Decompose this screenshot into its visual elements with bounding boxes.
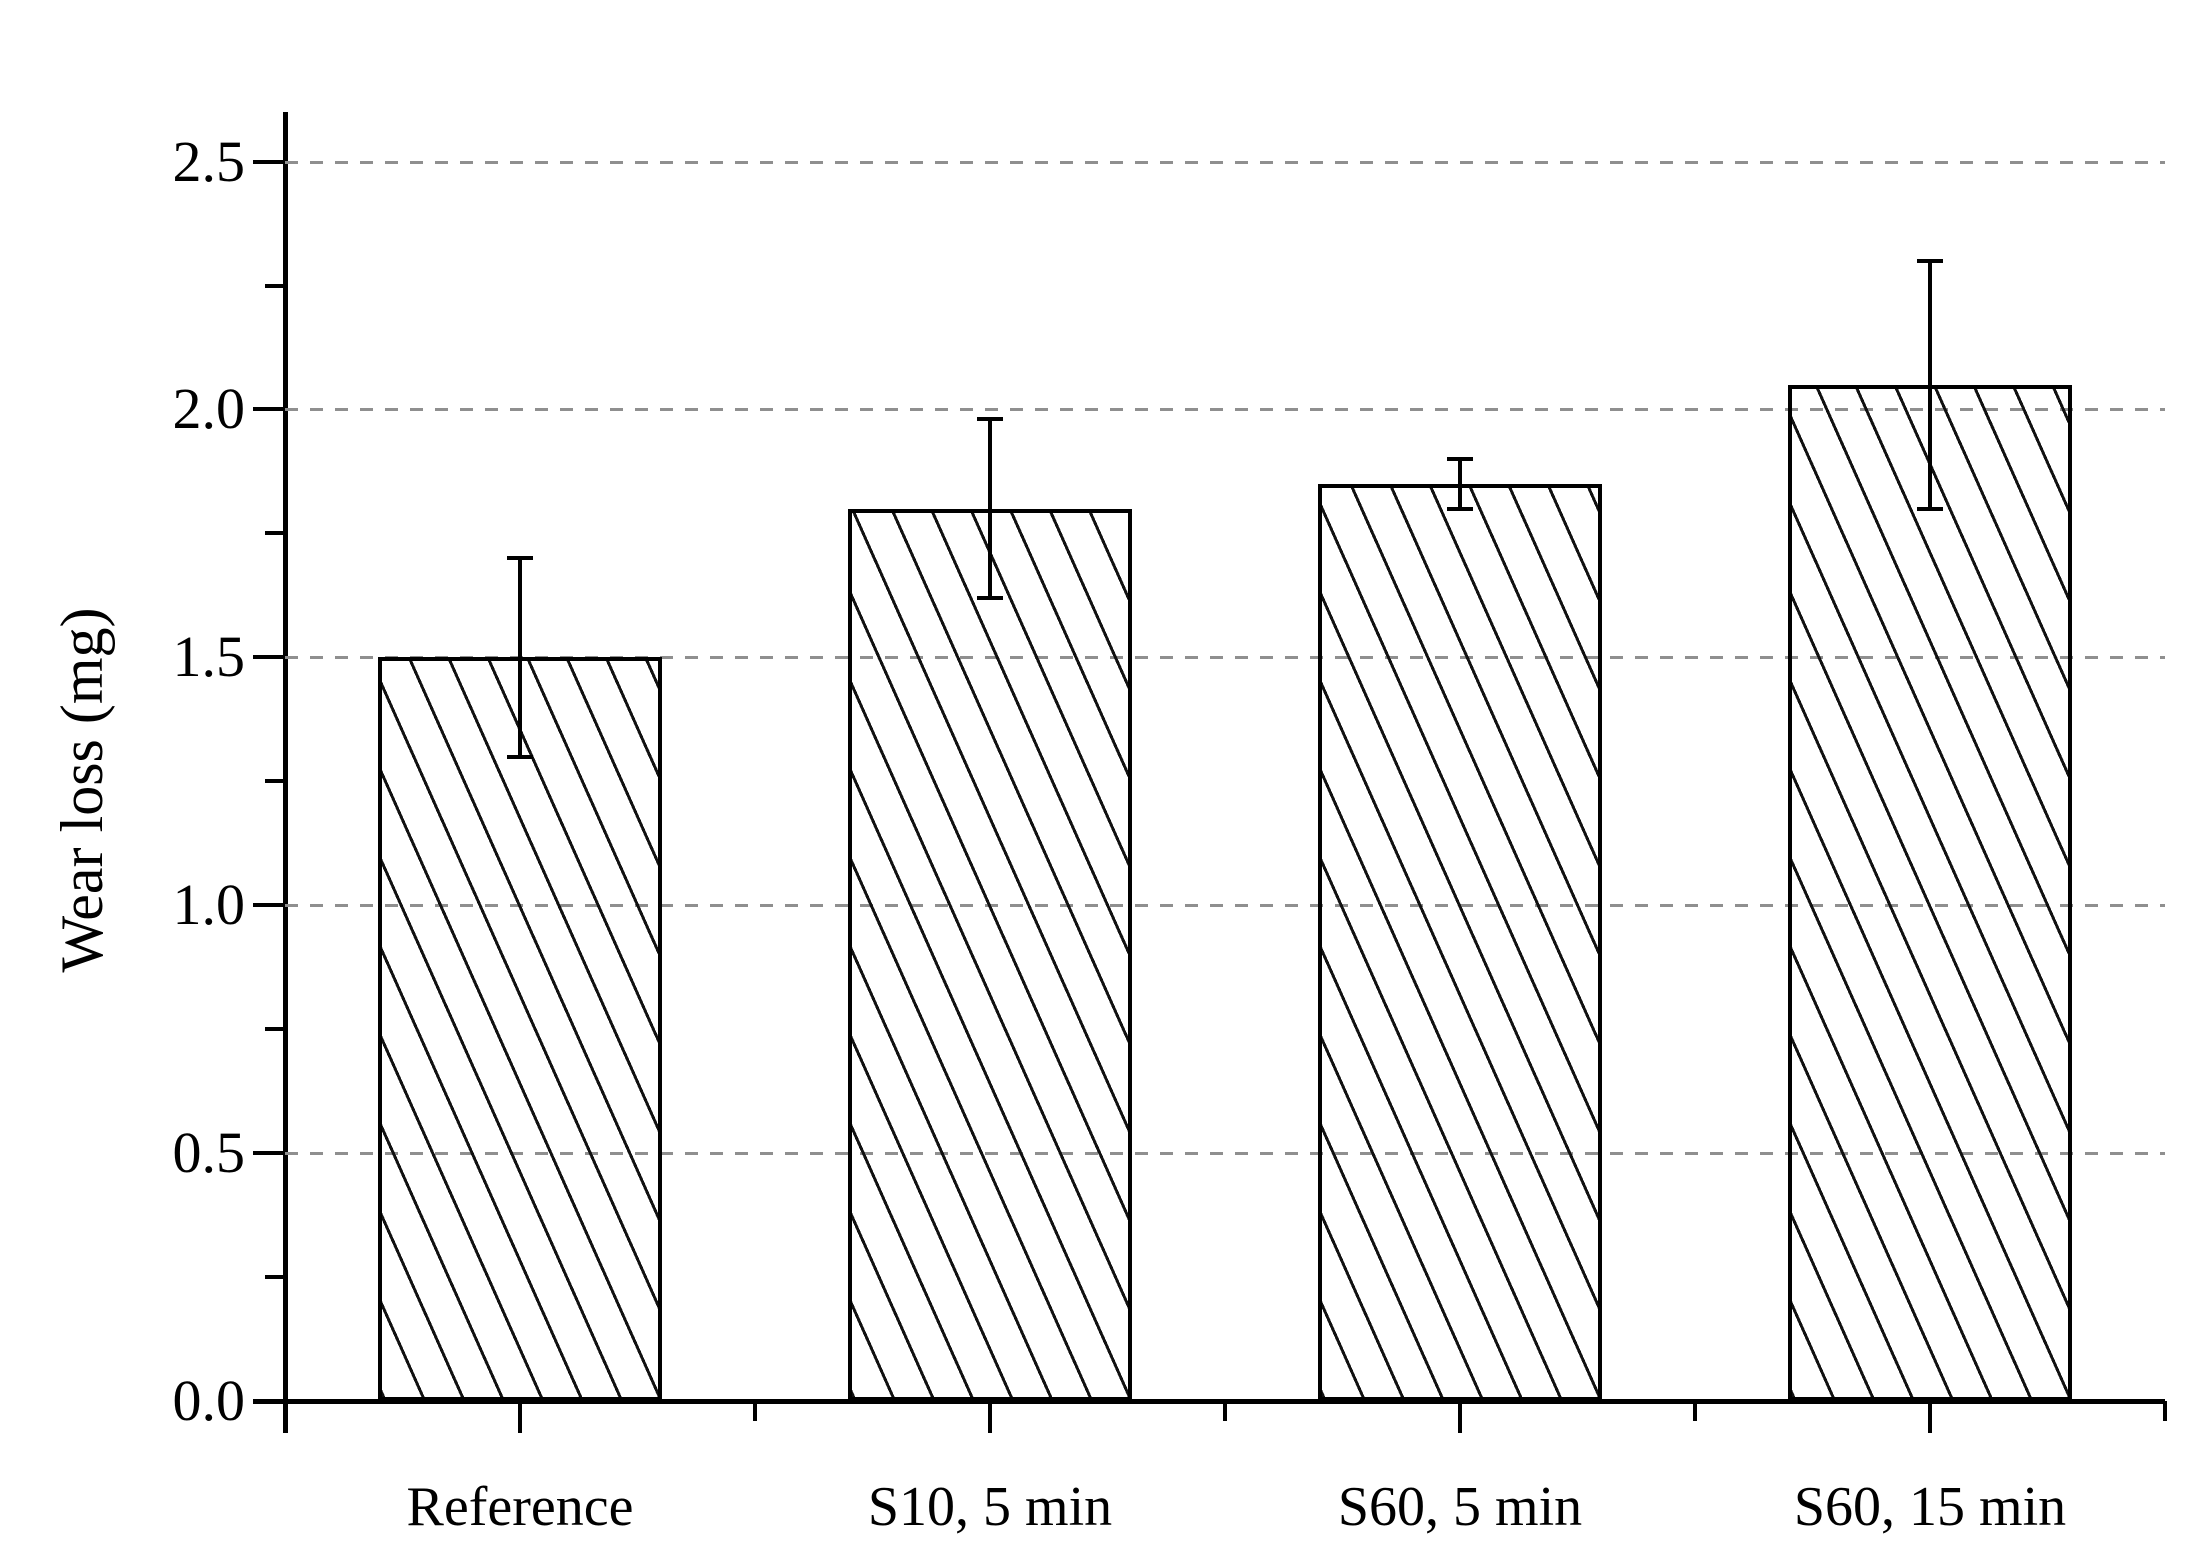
y-axis-line: [283, 112, 288, 1433]
error-bar-line-2: [988, 419, 992, 598]
y-minor-tick-2.25: [265, 283, 285, 288]
gridline-2.5: [285, 160, 2165, 164]
x-minor-tick-2: [1223, 1401, 1227, 1421]
y-minor-tick-0.25: [265, 1275, 285, 1280]
x-major-tick-4: [1928, 1401, 1932, 1433]
y-minor-tick-1.75: [265, 531, 285, 536]
bar-Reference: [378, 657, 662, 1401]
y-minor-tick-0.75: [265, 1027, 285, 1032]
error-bar-cap-top-4: [1917, 258, 1943, 263]
gridline-1: [285, 904, 2165, 908]
category-label-1: Reference: [406, 1476, 634, 1538]
error-bar-line-4: [1928, 260, 1932, 509]
y-tick-label-2.5: 2.5: [172, 128, 246, 194]
error-bar-line-1: [518, 558, 522, 757]
y-major-tick-2: [253, 407, 285, 412]
x-axis-end-tick: [2163, 1401, 2167, 1421]
error-bar-cap-top-3: [1447, 457, 1473, 462]
y-major-tick-1: [253, 903, 285, 908]
category-label-2: S10, 5 min: [867, 1476, 1113, 1538]
x-major-tick-1: [518, 1401, 522, 1433]
gridline-0.5: [285, 1152, 2165, 1156]
y-tick-label-1.5: 1.5: [172, 624, 246, 690]
y-major-tick-0: [253, 1399, 285, 1403]
y-major-tick-2.5: [253, 159, 285, 164]
category-label-3: S60, 5 min: [1337, 1476, 1583, 1538]
bar-S60, 15 min: [1788, 384, 2072, 1401]
error-bar-line-3: [1458, 459, 1462, 509]
error-bar-cap-bottom-2: [977, 595, 1003, 600]
gridline-1.5: [285, 656, 2165, 660]
bar-S60, 5 min: [1318, 483, 1602, 1401]
x-minor-tick-3: [1693, 1401, 1697, 1421]
error-bar-cap-bottom-1: [507, 754, 533, 759]
y-tick-label-0.0: 0.0: [172, 1368, 246, 1433]
y-major-tick-1.5: [253, 655, 285, 660]
error-bar-cap-bottom-4: [1917, 506, 1943, 511]
x-major-tick-2: [988, 1401, 992, 1433]
x-major-tick-3: [1458, 1401, 1462, 1433]
y-tick-label-2.0: 2.0: [172, 376, 246, 442]
error-bar-cap-bottom-3: [1447, 506, 1473, 511]
gridline-2: [285, 408, 2165, 412]
error-bar-cap-top-2: [977, 417, 1003, 422]
x-axis-line: [253, 1399, 2165, 1404]
y-minor-tick-1.25: [265, 779, 285, 784]
category-label-4: S60, 15 min: [1793, 1476, 2067, 1538]
y-tick-label-0.5: 0.5: [172, 1120, 246, 1186]
bar-S10, 5 min: [848, 508, 1132, 1401]
y-tick-label-1.0: 1.0: [172, 872, 246, 938]
x-minor-tick-1: [753, 1401, 757, 1421]
error-bar-cap-top-1: [507, 556, 533, 561]
y-major-tick-0.5: [253, 1151, 285, 1156]
